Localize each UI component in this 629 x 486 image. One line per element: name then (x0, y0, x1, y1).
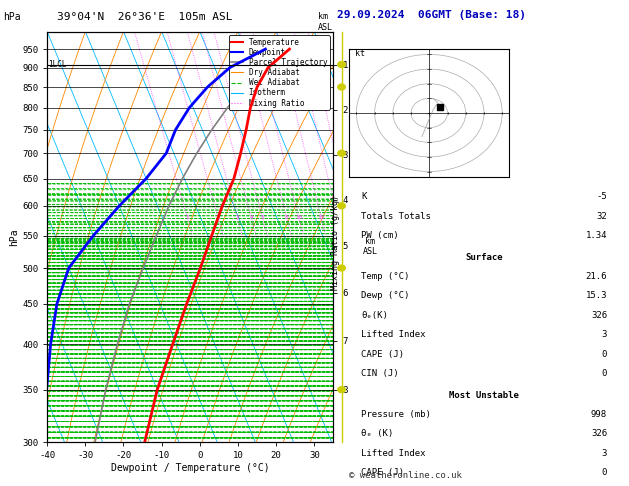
Text: 326: 326 (591, 430, 607, 438)
Text: PW (cm): PW (cm) (361, 231, 399, 240)
Text: 998: 998 (591, 410, 607, 419)
Text: Most Unstable: Most Unstable (449, 391, 519, 399)
Text: 5: 5 (260, 215, 264, 220)
Text: 4: 4 (249, 215, 253, 220)
Text: -5: -5 (596, 192, 607, 201)
Text: Lifted Index: Lifted Index (361, 330, 426, 339)
Text: 39°04'N  26°36'E  105m ASL: 39°04'N 26°36'E 105m ASL (57, 12, 232, 22)
Text: K: K (361, 192, 367, 201)
Text: 0: 0 (601, 350, 607, 359)
Y-axis label: km
ASL: km ASL (362, 237, 377, 256)
Text: CAPE (J): CAPE (J) (361, 469, 404, 477)
Text: CIN (J): CIN (J) (361, 369, 399, 378)
Text: 1: 1 (186, 215, 189, 220)
Text: 29.09.2024  06GMT (Base: 18): 29.09.2024 06GMT (Base: 18) (337, 10, 525, 20)
Legend: Temperature, Dewpoint, Parcel Trajectory, Dry Adiabat, Wet Adiabat, Isotherm, Mi: Temperature, Dewpoint, Parcel Trajectory… (229, 35, 330, 110)
Text: 8: 8 (285, 215, 289, 220)
Text: kt: kt (355, 49, 365, 58)
Text: 10: 10 (295, 215, 303, 220)
Text: 0: 0 (601, 369, 607, 378)
Text: Lifted Index: Lifted Index (361, 449, 426, 458)
Text: 3: 3 (601, 330, 607, 339)
Text: Dewp (°C): Dewp (°C) (361, 292, 409, 300)
Text: Mixing Ratio (g/kg): Mixing Ratio (g/kg) (331, 195, 340, 291)
Text: 21.6: 21.6 (586, 272, 607, 281)
Text: 3: 3 (601, 449, 607, 458)
Text: 2: 2 (216, 215, 220, 220)
Text: CAPE (J): CAPE (J) (361, 350, 404, 359)
Text: 1LCL: 1LCL (48, 60, 67, 69)
Text: © weatheronline.co.uk: © weatheronline.co.uk (349, 471, 462, 480)
Text: θₑ (K): θₑ (K) (361, 430, 393, 438)
Text: 32: 32 (596, 212, 607, 221)
Text: Totals Totals: Totals Totals (361, 212, 431, 221)
Text: km
ASL: km ASL (318, 12, 333, 32)
Y-axis label: hPa: hPa (9, 228, 19, 246)
Text: 3: 3 (235, 215, 239, 220)
Text: hPa: hPa (3, 12, 21, 22)
Text: Temp (°C): Temp (°C) (361, 272, 409, 281)
Text: Surface: Surface (465, 253, 503, 261)
Text: θₑ(K): θₑ(K) (361, 311, 388, 320)
Text: 15.3: 15.3 (586, 292, 607, 300)
Text: Pressure (mb): Pressure (mb) (361, 410, 431, 419)
Text: 0: 0 (601, 469, 607, 477)
Text: 1.34: 1.34 (586, 231, 607, 240)
Text: 326: 326 (591, 311, 607, 320)
Text: 15: 15 (317, 215, 325, 220)
X-axis label: Dewpoint / Temperature (°C): Dewpoint / Temperature (°C) (111, 463, 270, 473)
